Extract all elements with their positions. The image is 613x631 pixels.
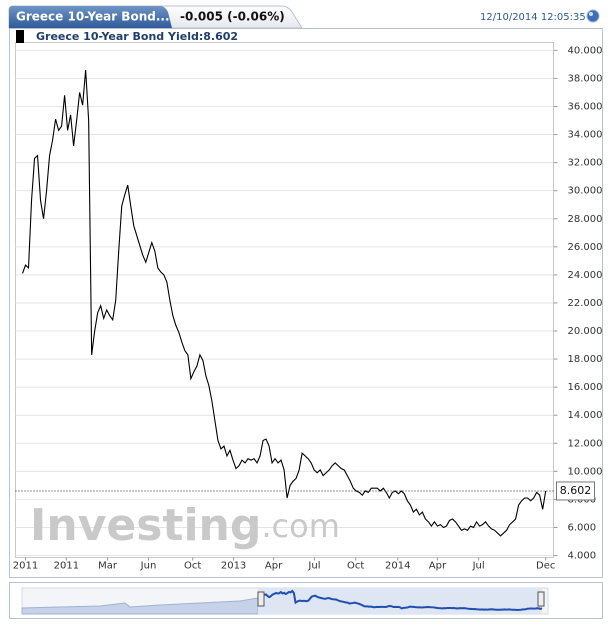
x-tick-label: Jun — [140, 561, 157, 572]
x-tick-label: Oct — [184, 561, 201, 572]
x-tick-label: Jul — [472, 561, 485, 572]
x-tick-label: 2011 — [13, 561, 38, 572]
y-tick-label: 32.000 — [568, 158, 603, 169]
data-line — [21, 69, 547, 537]
watermark-suffix: .com — [261, 507, 340, 545]
y-tick-label: 36.000 — [568, 101, 603, 112]
x-tick-label: Apr — [429, 561, 447, 572]
x-tick-label: 2013 — [221, 561, 246, 572]
y-tick-label: 38.000 — [568, 73, 603, 84]
y-tick-label: 24.000 — [568, 270, 603, 281]
y-tick-label: 16.000 — [568, 382, 603, 393]
watermark: Investing.com — [30, 500, 340, 551]
x-tick-label: Mar — [98, 561, 118, 572]
navigator-handle-right[interactable] — [537, 591, 545, 607]
y-tick-label: 34.000 — [568, 130, 603, 141]
legend-label: Greece 10-Year Bond Yield:8.602 — [36, 30, 238, 43]
y-tick-label: 18.000 — [568, 354, 603, 365]
y-tick-label: 28.000 — [568, 214, 603, 225]
x-tick-label: Oct — [347, 561, 364, 572]
y-tick-label: 26.000 — [568, 242, 603, 253]
y-tick-label: 40.000 — [568, 45, 603, 56]
plot-area — [15, 42, 554, 558]
y-tick-label: 20.000 — [568, 326, 603, 337]
last-value-box — [556, 481, 595, 501]
header-change: -0.005 (-0.06%) — [180, 10, 285, 24]
y-tick-label: 6.000 — [568, 522, 597, 533]
navigator-line — [257, 589, 543, 612]
x-tick-label: Jul — [307, 561, 320, 572]
x-tick-label: 2014 — [385, 561, 410, 572]
x-tick-label: 2011 — [54, 561, 79, 572]
x-tick-label: Apr — [265, 561, 283, 572]
watermark-brand: Investing — [30, 500, 261, 551]
header-timestamp: 12/10/2014 12:05:35 — [480, 12, 586, 23]
y-tick-label: 14.000 — [568, 410, 603, 421]
y-tick-label: 30.000 — [568, 186, 603, 197]
legend-swatch — [16, 30, 24, 43]
y-tick-label: 22.000 — [568, 298, 603, 309]
x-tick-label: Dec — [536, 561, 555, 572]
header-tab[interactable] — [9, 6, 172, 28]
refresh-button-shine — [589, 12, 593, 16]
refresh-button[interactable] — [586, 9, 600, 23]
header-title: Greece 10-Year Bond... — [16, 10, 170, 24]
y-tick-label: 10.000 — [568, 466, 603, 477]
navigator-handle-left[interactable] — [257, 591, 265, 607]
y-tick-label: 4.000 — [568, 551, 597, 562]
y-tick-label: 12.000 — [568, 438, 603, 449]
last-value-label: 8.602 — [560, 484, 592, 497]
